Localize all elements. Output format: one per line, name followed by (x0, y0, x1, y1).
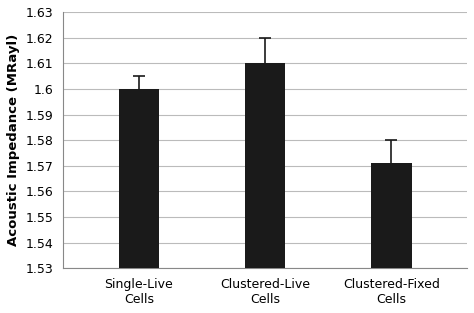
Y-axis label: Acoustic Impedance (MRayl): Acoustic Impedance (MRayl) (7, 34, 20, 246)
Bar (118, 89, 159, 313)
Bar (245, 63, 285, 313)
Bar (371, 163, 411, 313)
